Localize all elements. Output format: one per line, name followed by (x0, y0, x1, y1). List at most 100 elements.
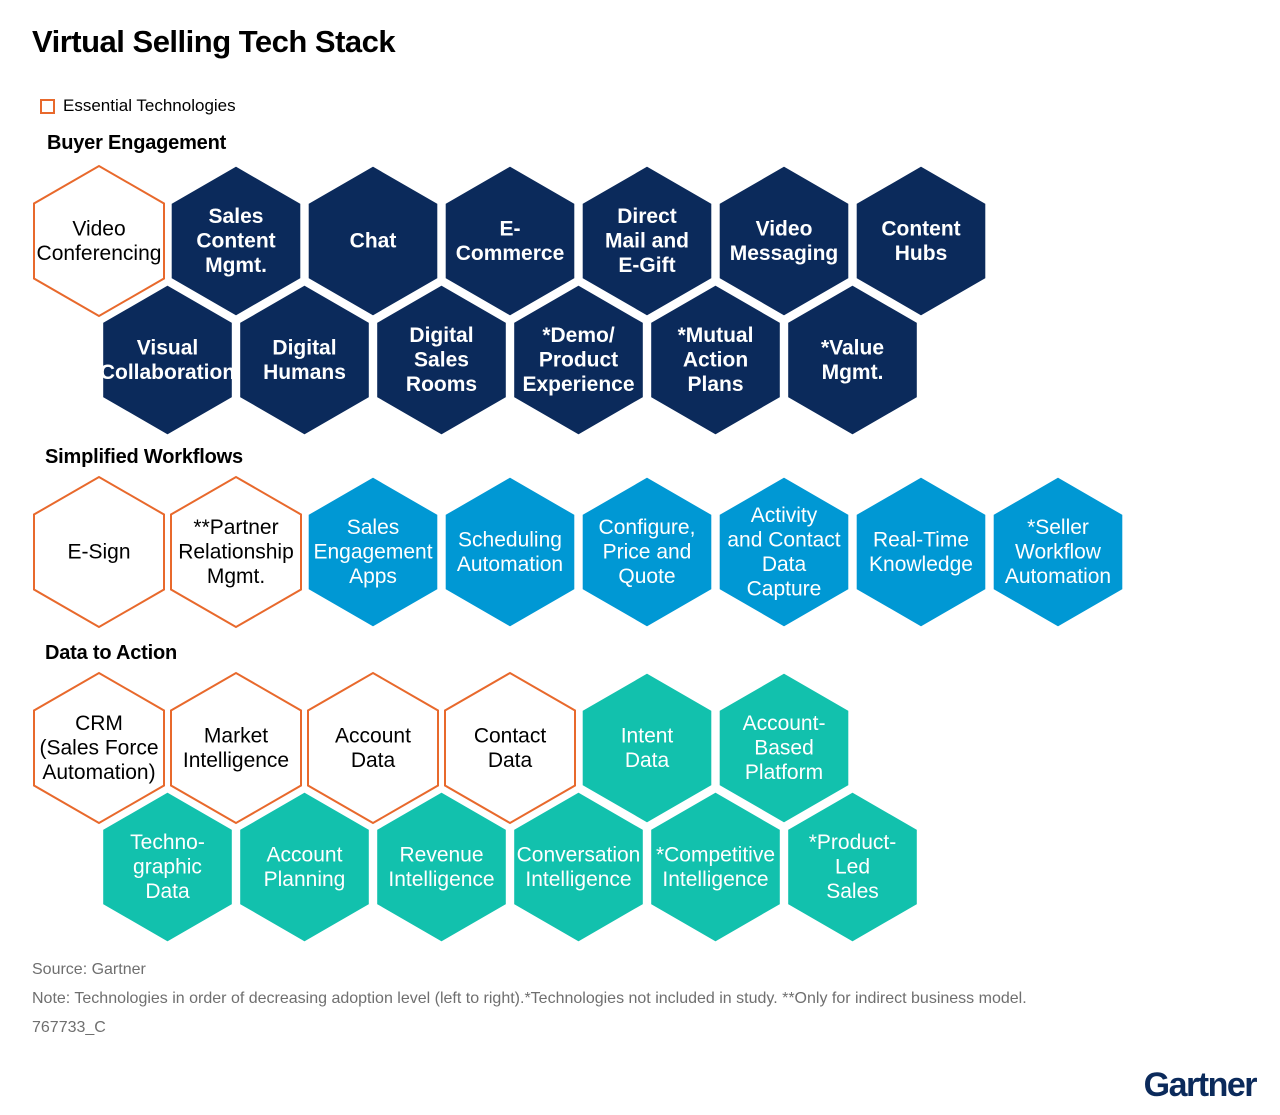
hex-label-line: Automation) (42, 761, 155, 784)
hex-shape (33, 671, 165, 825)
hex-label-line: Action (683, 349, 748, 372)
hex-label-line: Chat (350, 230, 397, 253)
hex-label-line: Revenue (399, 843, 483, 866)
hex-label-line: (Sales Force (39, 737, 158, 760)
hex-shape (170, 475, 302, 629)
diagram-title: Virtual Selling Tech Stack (32, 24, 396, 59)
hex-shape (579, 163, 715, 319)
hex-label-line: Price and (603, 541, 692, 564)
hex-label-line: Engagement (313, 541, 432, 564)
legend: Essential Technologies (40, 96, 236, 116)
hex-label-line: Commerce (456, 242, 565, 265)
hex-label-line: Techno- (130, 831, 205, 854)
hex-label-line: Mgmt. (205, 254, 267, 277)
hex-label-line: Intent (621, 724, 674, 747)
hex-label-line: Activity (751, 504, 818, 527)
hex-shape (33, 164, 165, 318)
section-title-buyer-engagement: Buyer Engagement (47, 132, 227, 154)
section-title-simplified-workflows: Simplified Workflows (45, 446, 243, 468)
hex-shape (785, 789, 920, 945)
footnote: Note: Technologies in order of decreasin… (32, 990, 1027, 1007)
hex-label-line: Sales (209, 205, 264, 228)
hex-label-line: Data (145, 880, 190, 903)
figure-code: 767733_C (32, 1019, 106, 1036)
hex-label-line: Conferencing (37, 242, 162, 265)
hex-label-line: Mgmt. (207, 565, 265, 588)
hex-shape (716, 163, 852, 319)
legend-outline-swatch (40, 98, 55, 114)
hex-label-line: and Contact (727, 528, 840, 551)
hex-shape (170, 671, 302, 825)
section-title-data-to-action: Data to Action (45, 642, 178, 664)
hex-shape (511, 282, 646, 438)
hex-label-line: Real-Time (873, 528, 969, 551)
hex-label-line: E-Sign (67, 541, 130, 564)
hex-label-line: Capture (747, 577, 822, 600)
hex-label-line: Contact (474, 724, 547, 747)
hex-label-line: *Competitive (656, 843, 775, 866)
hex-label-line: Data (762, 553, 807, 576)
hex-label-line: Mail and (605, 230, 689, 253)
gartner-logo: Gartner (1143, 1066, 1258, 1104)
hex-label-line: Plans (687, 373, 743, 396)
hex-shape (237, 282, 372, 438)
hex-shape (237, 789, 372, 945)
legend-label: Essential Technologies (63, 96, 236, 115)
hex-label-line: Apps (349, 565, 397, 588)
hex-label-line: Platform (745, 761, 823, 784)
hex-label-line: E-Gift (618, 254, 675, 277)
hex-label-line: Experience (522, 373, 634, 396)
source-note: Source: Gartner (32, 961, 146, 978)
hex-label-line: Data (351, 749, 396, 772)
hex-shape (648, 789, 783, 945)
hex-shape (168, 163, 304, 319)
hex-label-line: Workflow (1015, 541, 1102, 564)
hex-shape (100, 789, 235, 945)
hex-label-line: Configure, (599, 516, 696, 539)
hex-e-commerce: E-Commerce (442, 163, 578, 319)
hex-shape (307, 671, 439, 825)
hex-shape (442, 163, 578, 319)
hex-label-line: Scheduling (458, 528, 562, 551)
hex-shape (100, 282, 235, 438)
hex-shape (33, 475, 165, 629)
hex-chat: Chat (305, 163, 441, 319)
hex-label-line: Sales (414, 349, 469, 372)
hex-label-line: Data (488, 749, 533, 772)
hex-label-line: *Demo/ (542, 324, 615, 347)
hex-shape (305, 163, 441, 319)
hex-label-line: Sales (826, 880, 879, 903)
hex-label-line: Account (335, 724, 411, 747)
hex-shape (853, 474, 989, 630)
hex-label-line: CRM (75, 712, 123, 735)
hex-label-line: E- (500, 217, 521, 240)
hex-shape (305, 474, 441, 630)
hex-label-line: Account (267, 843, 343, 866)
hex-label-line: Conversation (517, 843, 641, 866)
hex-shape (444, 671, 576, 825)
hex-label-line: Collaboration (100, 361, 235, 384)
hex-label-line: Direct (617, 205, 677, 228)
hex-label-line: Hubs (895, 242, 948, 265)
hex-shape (990, 474, 1126, 630)
hex-label-line: Led (835, 856, 870, 879)
hex-label-line: Rooms (406, 373, 477, 396)
